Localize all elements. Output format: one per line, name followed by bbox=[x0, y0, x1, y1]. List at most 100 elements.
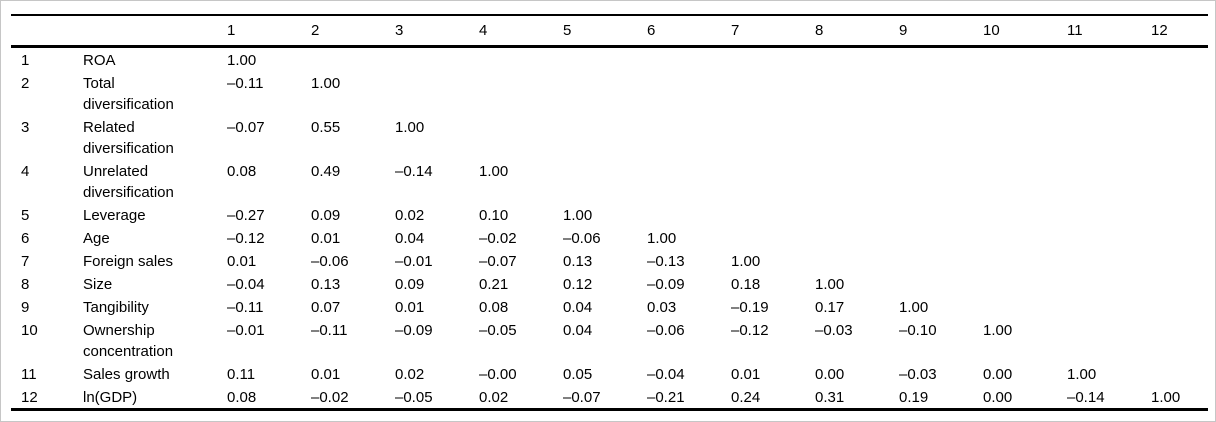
correlation-cell: 0.31 bbox=[815, 389, 845, 406]
correlation-cell: –0.00 bbox=[479, 366, 517, 383]
row-number: 5 bbox=[21, 207, 30, 224]
empty-cell bbox=[1151, 115, 1208, 159]
correlation-cell: –0.11 bbox=[311, 322, 348, 339]
row-label: Unrelated diversification bbox=[83, 163, 174, 201]
correlation-cell: 1.00 bbox=[1067, 366, 1097, 383]
row-number: 10 bbox=[21, 322, 38, 339]
empty-cell bbox=[1067, 47, 1151, 72]
correlation-cell: 1.00 bbox=[227, 52, 257, 69]
row-number: 2 bbox=[21, 75, 30, 92]
correlation-cell: –0.07 bbox=[563, 389, 601, 406]
row-label: Age bbox=[83, 230, 110, 247]
column-header: 9 bbox=[899, 15, 983, 48]
empty-cell bbox=[1067, 226, 1151, 249]
column-header: 12 bbox=[1151, 15, 1208, 48]
column-header: 7 bbox=[731, 15, 815, 48]
correlation-cell: 0.12 bbox=[563, 276, 593, 293]
row-label: ROA bbox=[83, 52, 116, 69]
empty-cell bbox=[647, 71, 731, 115]
correlation-cell: –0.12 bbox=[227, 230, 265, 247]
correlation-cell: –0.01 bbox=[395, 253, 433, 270]
empty-cell bbox=[311, 47, 395, 72]
table-row: 12 ln(GDP) 0.08 –0.02 –0.05 0.02 –0.07 –0.21 0.2… bbox=[11, 385, 1208, 410]
correlation-cell: –0.27 bbox=[227, 207, 265, 224]
correlation-cell: 0.13 bbox=[563, 253, 593, 270]
correlation-cell: –0.04 bbox=[647, 366, 685, 383]
correlation-cell: 0.04 bbox=[395, 230, 425, 247]
correlation-cell: –0.09 bbox=[647, 276, 685, 293]
correlation-cell: –0.05 bbox=[479, 322, 517, 339]
column-header: 6 bbox=[647, 15, 731, 48]
table-row: 9 Tangibility –0.11 0.07 0.01 0.08 0.04 0.03 –0.… bbox=[11, 295, 1208, 318]
correlation-cell: –0.13 bbox=[647, 253, 685, 270]
empty-cell bbox=[731, 47, 815, 72]
empty-cell bbox=[899, 115, 983, 159]
correlation-cell: 0.49 bbox=[311, 163, 341, 180]
row-number: 9 bbox=[21, 299, 30, 316]
correlation-cell: 0.01 bbox=[731, 366, 761, 383]
empty-cell bbox=[647, 47, 731, 72]
row-number: 12 bbox=[21, 389, 38, 406]
empty-cell bbox=[1067, 159, 1151, 203]
empty-cell bbox=[395, 71, 479, 115]
empty-cell bbox=[563, 71, 647, 115]
empty-cell bbox=[563, 115, 647, 159]
empty-cell bbox=[899, 272, 983, 295]
corner-cell-label bbox=[83, 15, 227, 48]
table-row: 4 Unrelated diversification 0.08 0.49 –0.14 1… bbox=[11, 159, 1208, 203]
empty-cell bbox=[1067, 71, 1151, 115]
correlation-cell: –0.06 bbox=[563, 230, 601, 247]
correlation-cell: 0.24 bbox=[731, 389, 761, 406]
correlation-cell: 0.02 bbox=[395, 207, 425, 224]
empty-cell bbox=[1067, 249, 1151, 272]
empty-cell bbox=[899, 159, 983, 203]
empty-cell bbox=[1151, 295, 1208, 318]
column-header: 3 bbox=[395, 15, 479, 48]
empty-cell bbox=[1151, 226, 1208, 249]
table-row: 6 Age –0.12 0.01 0.04 –0.02 –0.06 1.00 bbox=[11, 226, 1208, 249]
correlation-cell: –0.06 bbox=[311, 253, 349, 270]
correlation-cell: 1.00 bbox=[983, 322, 1013, 339]
column-header: 2 bbox=[311, 15, 395, 48]
empty-cell bbox=[983, 115, 1067, 159]
correlation-cell: –0.05 bbox=[395, 389, 433, 406]
empty-cell bbox=[983, 47, 1067, 72]
column-header: 1 bbox=[227, 15, 311, 48]
correlation-cell: 0.09 bbox=[311, 207, 341, 224]
correlation-cell: –0.19 bbox=[731, 299, 769, 316]
correlation-cell: –0.11 bbox=[227, 75, 264, 92]
correlation-cell: 0.01 bbox=[395, 299, 425, 316]
table-row: 7 Foreign sales 0.01 –0.06 –0.01 –0.07 0.13 –0.… bbox=[11, 249, 1208, 272]
empty-cell bbox=[815, 249, 899, 272]
empty-cell bbox=[563, 47, 647, 72]
correlation-cell: 1.00 bbox=[647, 230, 677, 247]
empty-cell bbox=[647, 203, 731, 226]
correlation-cell: 0.18 bbox=[731, 276, 761, 293]
correlation-cell: –0.02 bbox=[479, 230, 517, 247]
row-label: Leverage bbox=[83, 207, 146, 224]
empty-cell bbox=[983, 71, 1067, 115]
table-row: 5 Leverage –0.27 0.09 0.02 0.10 1.00 bbox=[11, 203, 1208, 226]
empty-cell bbox=[479, 47, 563, 72]
row-label: Foreign sales bbox=[83, 253, 174, 270]
row-label: Tangibility bbox=[83, 299, 149, 316]
corner-cell-number bbox=[11, 15, 83, 48]
empty-cell bbox=[395, 47, 479, 72]
correlation-cell: 0.08 bbox=[227, 389, 257, 406]
empty-cell bbox=[1151, 71, 1208, 115]
empty-cell bbox=[899, 71, 983, 115]
empty-cell bbox=[983, 272, 1067, 295]
correlation-cell: 1.00 bbox=[395, 119, 425, 136]
row-number: 1 bbox=[21, 52, 30, 69]
correlation-cell: 0.01 bbox=[227, 253, 257, 270]
table-header-row: 1 2 3 4 5 6 7 8 9 10 11 12 bbox=[11, 15, 1208, 48]
table-row: 10 Ownership concentration –0.01 –0.11 –0.09… bbox=[11, 318, 1208, 362]
correlation-cell: 0.19 bbox=[899, 389, 929, 406]
correlation-cell: 0.13 bbox=[311, 276, 341, 293]
correlation-cell: 1.00 bbox=[899, 299, 929, 316]
table-header: 1 2 3 4 5 6 7 8 9 10 11 12 bbox=[11, 15, 1208, 48]
row-number: 3 bbox=[21, 119, 30, 136]
correlation-cell: –0.01 bbox=[227, 322, 265, 339]
empty-cell bbox=[1067, 272, 1151, 295]
